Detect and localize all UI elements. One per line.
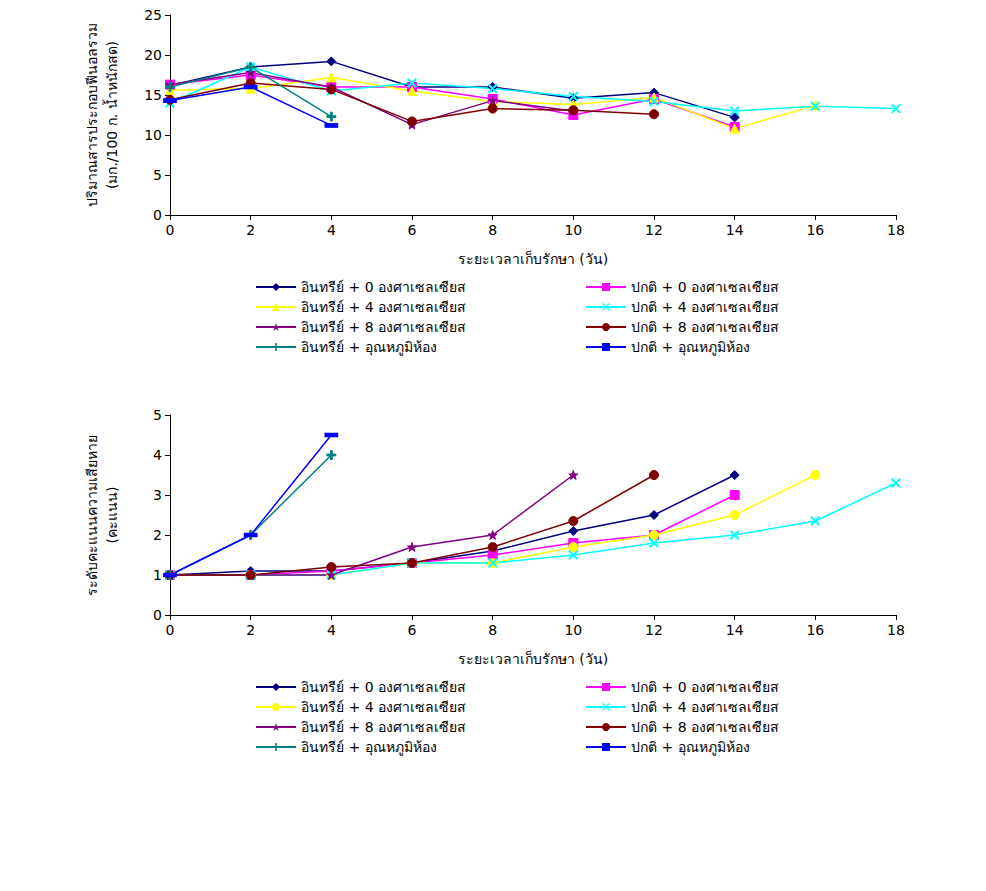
svg-text:1: 1 [153,567,162,583]
svg-text:ระดับคะแนนความเสียหาย: ระดับคะแนนความเสียหาย [84,435,100,596]
svg-text:6: 6 [408,622,417,638]
svg-text:ระยะเวลาเก็บรักษา (วัน): ระยะเวลาเก็บรักษา (วัน) [458,650,608,667]
svg-text:12: 12 [645,622,663,638]
svg-text:18: 18 [887,222,905,238]
svg-text:ปกติ + 4 องศาเซลเซียส: ปกติ + 4 องศาเซลเซียส [631,699,779,715]
svg-text:15: 15 [144,87,162,103]
svg-text:2: 2 [246,222,255,238]
svg-text:12: 12 [645,222,663,238]
svg-text:0: 0 [166,622,175,638]
svg-text:4: 4 [153,447,162,463]
svg-text:ปกติ + 8 องศาเซลเซียส: ปกติ + 8 องศาเซลเซียส [631,319,779,335]
svg-text:6: 6 [408,222,417,238]
svg-text:อินทรีย์ + อุณหภูมิห้อง: อินทรีย์ + อุณหภูมิห้อง [301,339,437,356]
svg-text:2: 2 [246,622,255,638]
svg-text:ปกติ + 0 องศาเซลเซียส: ปกติ + 0 องศาเซลเซียส [631,279,779,295]
svg-text:2: 2 [153,527,162,543]
svg-text:14: 14 [726,222,744,238]
svg-text:ปกติ + 4 องศาเซลเซียส: ปกติ + 4 องศาเซลเซียส [631,299,779,315]
svg-text:อินทรีย์ + 8 องศาเซลเซียส: อินทรีย์ + 8 องศาเซลเซียส [301,319,466,335]
svg-text:ปกติ + 8 องศาเซลเซียส: ปกติ + 8 องศาเซลเซียส [631,719,779,735]
svg-text:18: 18 [887,622,905,638]
svg-text:5: 5 [153,407,162,423]
svg-text:5: 5 [153,167,162,183]
svg-text:อินทรีย์ + อุณหภูมิห้อง: อินทรีย์ + อุณหภูมิห้อง [301,739,437,756]
svg-text:8: 8 [488,222,497,238]
svg-text:(มก./100 ก. น้ำหนักสด): (มก./100 ก. น้ำหนักสด) [102,41,120,189]
svg-text:4: 4 [327,222,336,238]
svg-text:20: 20 [144,47,162,63]
svg-text:0: 0 [153,607,162,623]
svg-text:8: 8 [488,622,497,638]
svg-text:10: 10 [564,222,582,238]
svg-text:อินทรีย์ + 8 องศาเซลเซียส: อินทรีย์ + 8 องศาเซลเซียส [301,719,466,735]
svg-text:3: 3 [153,487,162,503]
svg-text:ปกติ + อุณหภูมิห้อง: ปกติ + อุณหภูมิห้อง [631,339,750,356]
svg-text:16: 16 [806,222,824,238]
svg-text:10: 10 [564,622,582,638]
svg-text:ระยะเวลาเก็บรักษา (วัน): ระยะเวลาเก็บรักษา (วัน) [458,250,608,267]
svg-text:0: 0 [166,222,175,238]
svg-text:อินทรีย์ + 0 องศาเซลเซียส: อินทรีย์ + 0 องศาเซลเซียส [301,279,466,295]
svg-text:(คะแนน): (คะแนน) [104,487,120,544]
svg-text:อินทรีย์ + 0 องศาเซลเซียส: อินทรีย์ + 0 องศาเซลเซียส [301,679,466,695]
svg-text:ปกติ + 0 องศาเซลเซียส: ปกติ + 0 องศาเซลเซียส [631,679,779,695]
svg-text:25: 25 [144,7,162,23]
svg-text:10: 10 [144,127,162,143]
svg-text:0: 0 [153,207,162,223]
svg-text:14: 14 [726,622,744,638]
svg-text:อินทรีย์ + 4 องศาเซลเซียส: อินทรีย์ + 4 องศาเซลเซียส [301,299,466,315]
svg-text:อินทรีย์ + 4 องศาเซลเซียส: อินทรีย์ + 4 องศาเซลเซียส [301,699,466,715]
svg-text:ปริมาณสารประกอบฟีนอลรวม: ปริมาณสารประกอบฟีนอลรวม [84,23,100,207]
svg-text:16: 16 [806,622,824,638]
svg-text:ปกติ + อุณหภูมิห้อง: ปกติ + อุณหภูมิห้อง [631,739,750,756]
svg-text:4: 4 [327,622,336,638]
